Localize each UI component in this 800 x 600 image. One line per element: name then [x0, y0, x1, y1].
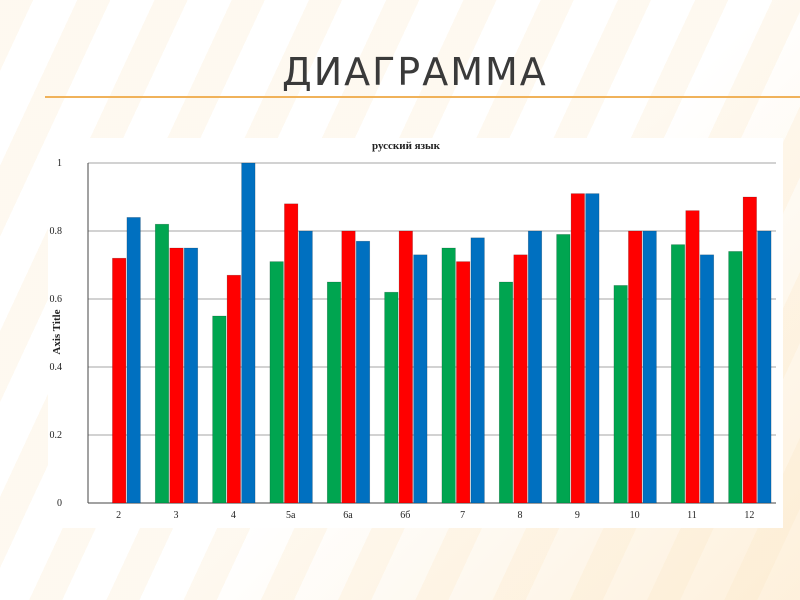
x-tick-label: 3 — [174, 510, 179, 521]
bar — [742, 196, 757, 504]
bar — [441, 247, 456, 504]
y-tick-label: 0.4 — [50, 362, 63, 373]
x-tick-label: 2 — [116, 510, 121, 521]
bar — [341, 230, 356, 504]
x-tick-label: 7 — [460, 510, 465, 521]
slide-title: ДИАГРАММА — [282, 50, 548, 94]
x-tick-labels: 2 3 4 5а 6а 6б 7 8 9 10 11 12 — [116, 510, 754, 521]
x-tick-label: 5а — [286, 510, 296, 521]
bar — [398, 230, 413, 504]
bar — [126, 217, 141, 504]
title-underline — [45, 96, 800, 98]
x-tick-label: 4 — [231, 510, 236, 521]
bar — [670, 244, 686, 504]
chart-title: русский язык — [372, 140, 441, 152]
bar — [757, 230, 772, 504]
bar — [728, 251, 743, 504]
y-tick-label: 0.2 — [50, 430, 63, 441]
bar — [154, 223, 170, 504]
x-tick-label: 11 — [687, 510, 697, 521]
y-tick-label: 0 — [57, 498, 62, 509]
bar — [613, 285, 628, 504]
bar — [470, 237, 485, 504]
bar — [685, 210, 700, 504]
bar — [169, 247, 184, 504]
bar — [642, 230, 657, 504]
x-tick-label: 12 — [744, 510, 754, 521]
x-tick-label: 8 — [518, 510, 523, 521]
bar — [298, 230, 313, 504]
bar — [456, 261, 471, 504]
bar — [326, 281, 342, 504]
bar — [498, 281, 514, 504]
x-tick-label: 9 — [575, 510, 580, 521]
bar — [556, 234, 571, 504]
x-tick-label: 10 — [630, 510, 640, 521]
bar — [284, 203, 299, 504]
bar — [112, 257, 127, 504]
bar — [585, 193, 600, 504]
bar — [628, 230, 643, 504]
gridlines — [87, 162, 776, 504]
y-tick-labels: 0 0.2 0.4 0.6 0.8 1 — [50, 158, 63, 509]
bar — [212, 315, 227, 504]
y-tick-label: 1 — [57, 158, 62, 169]
y-tick-label: 0.8 — [50, 226, 63, 237]
bar — [570, 193, 585, 504]
bar — [269, 261, 284, 504]
x-tick-label: 6б — [400, 510, 410, 521]
bar — [527, 230, 543, 504]
bar — [384, 291, 399, 504]
bar — [226, 274, 241, 504]
y-axis-title: Axis Title — [51, 309, 63, 354]
bar — [241, 162, 256, 504]
bar — [183, 247, 199, 504]
x-tick-label: 6а — [343, 510, 353, 521]
bars — [112, 162, 772, 504]
bar — [513, 254, 528, 504]
y-tick-label: 0.6 — [50, 294, 63, 305]
bar — [413, 254, 428, 504]
bar — [355, 240, 371, 504]
bar — [699, 254, 715, 504]
